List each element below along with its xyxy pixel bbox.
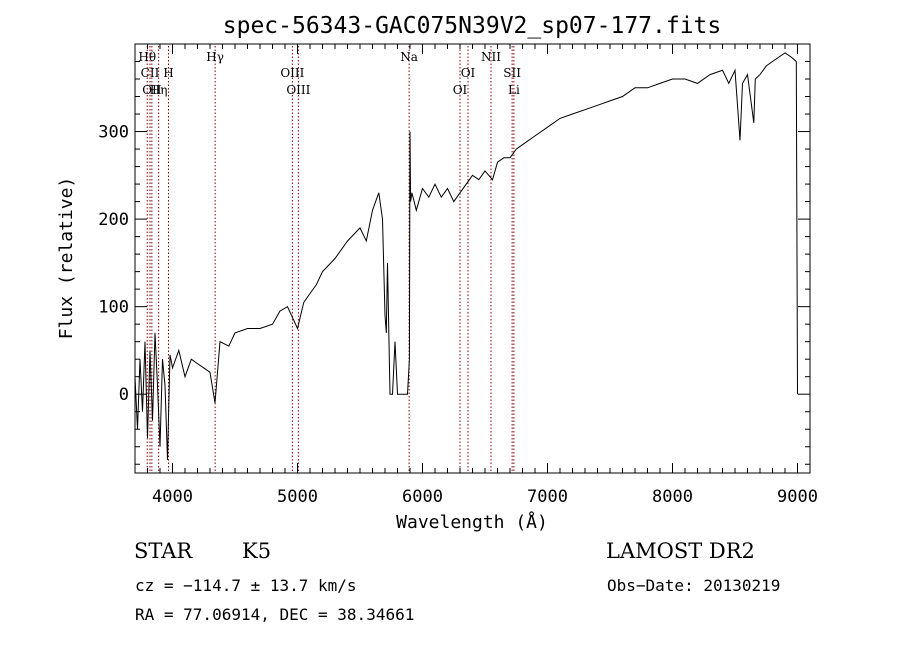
plot-frame (134, 43, 811, 474)
redshift-velocity: cz = −114.7 ± 13.7 km/s (135, 576, 357, 595)
y-tick-label-300: 300 (98, 123, 129, 143)
marker-label-0: Hθ (138, 50, 156, 64)
object-subclass: K5 (242, 539, 272, 563)
marker-label-1: CII (141, 66, 160, 80)
chart-title: spec-56343-GAC075N39V2_sp07-177.fits (223, 13, 722, 39)
marker-label-7: OIII (286, 83, 310, 97)
x-tick-label-8000: 8000 (652, 487, 693, 507)
x-axis-ticks: 4000 5000 6000 7000 8000 9000 (134, 44, 818, 507)
x-tick-label-9000: 9000 (777, 487, 818, 507)
x-tick-label-6000: 6000 (402, 487, 443, 507)
marker-label-9: OI (453, 83, 468, 97)
marker-label-2: OII (142, 83, 162, 97)
marker-label-3: Hη (150, 83, 168, 97)
y-axis-label: Flux (relative) (56, 177, 77, 340)
x-tick-label-7000: 7000 (527, 487, 568, 507)
sky-coordinates: RA = 77.06914, DEC = 38.34661 (135, 605, 415, 624)
marker-label-5: Hγ (206, 50, 224, 64)
line-markers (146, 46, 515, 473)
y-axis-ticks: 0 100 200 300 (98, 61, 810, 465)
observation-date: Obs−Date: 20130219 (607, 576, 781, 595)
y-tick-label-200: 200 (98, 210, 129, 230)
marker-label-8: Na (400, 50, 418, 64)
y-tick-label-100: 100 (98, 298, 129, 318)
x-axis-label: Wavelength (Å) (396, 511, 548, 533)
marker-label-13: Li (508, 83, 520, 97)
x-tick-label-5000: 5000 (277, 487, 318, 507)
marker-label-10: OI (461, 66, 476, 80)
marker-label-6: OIII (280, 66, 304, 80)
marker-label-12: SII (503, 66, 521, 80)
y-tick-label-0: 0 (119, 385, 129, 405)
marker-label-11: NII (481, 50, 501, 64)
object-class: STAR (134, 539, 193, 563)
survey-name: LAMOST DR2 (606, 539, 755, 563)
marker-label-4: H (163, 66, 173, 80)
x-tick-label-4000: 4000 (152, 487, 193, 507)
flux-line (134, 52, 798, 460)
